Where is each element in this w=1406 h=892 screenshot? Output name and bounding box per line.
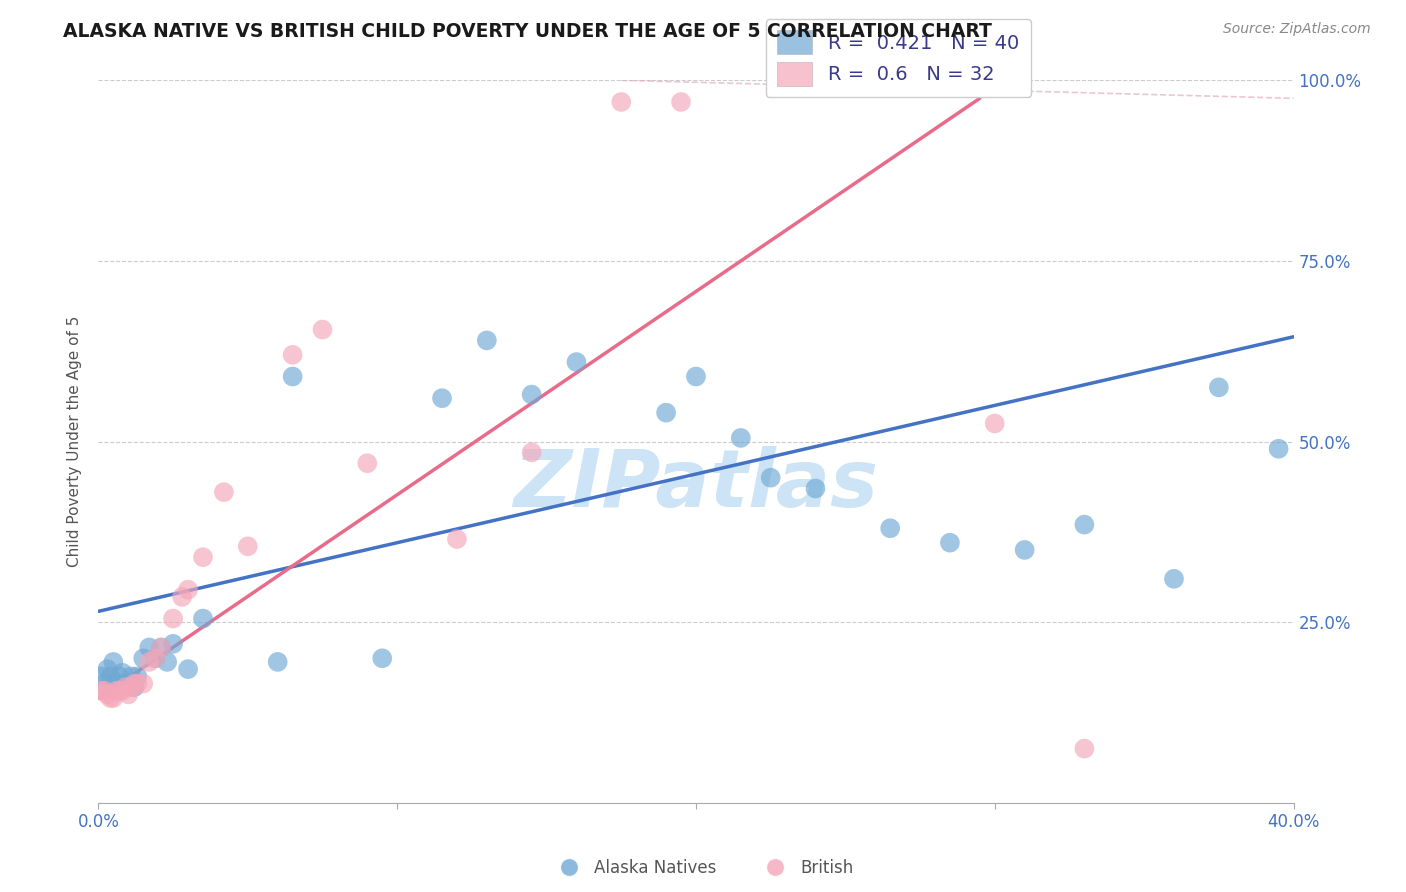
Y-axis label: Child Poverty Under the Age of 5: Child Poverty Under the Age of 5 (67, 316, 83, 567)
Point (520, 387, 543, 401)
Point (162, 611, 184, 625)
Point (111, 665, 134, 680)
Point (127, 676, 149, 690)
Point (103, 655, 125, 669)
Point (1163, 572, 1185, 586)
Point (520, 445, 543, 459)
Point (150, 640, 173, 655)
Point (730, 431, 752, 445)
Point (108, 669, 131, 683)
Point (117, 687, 139, 701)
Point (1073, 517, 1095, 532)
Point (236, 539, 259, 553)
Point (143, 651, 166, 665)
Point (1208, 380, 1230, 394)
Text: ZIPatlas: ZIPatlas (513, 446, 879, 524)
Point (162, 637, 184, 651)
Point (143, 651, 166, 665)
Point (565, 355, 588, 369)
Point (114, 676, 136, 690)
Legend: Alaska Natives, British: Alaska Natives, British (546, 853, 860, 884)
Point (475, 334, 498, 348)
Point (446, 532, 468, 546)
Point (430, 391, 453, 405)
Point (655, 406, 678, 420)
Point (212, 485, 235, 500)
Point (610, 95, 633, 109)
Point (127, 669, 149, 683)
Point (124, 676, 146, 690)
Point (120, 680, 142, 694)
Point (281, 369, 304, 384)
Point (111, 683, 134, 698)
Point (90, 669, 112, 683)
Point (191, 611, 214, 625)
Point (371, 651, 394, 665)
Point (124, 680, 146, 694)
Point (984, 417, 1007, 431)
Point (1267, 442, 1289, 456)
Point (117, 676, 139, 690)
Point (356, 456, 378, 470)
Point (759, 470, 782, 484)
Point (939, 535, 962, 549)
Point (804, 482, 827, 496)
Point (879, 521, 901, 535)
Point (132, 676, 155, 690)
Point (96, 687, 118, 701)
Point (90, 683, 112, 698)
Point (120, 669, 142, 683)
Point (267, 655, 290, 669)
Point (93, 676, 115, 690)
Point (1014, 542, 1036, 557)
Point (685, 369, 707, 384)
Point (138, 655, 160, 669)
Point (150, 640, 173, 655)
Text: ALASKA NATIVE VS BRITISH CHILD POVERTY UNDER THE AGE OF 5 CORRELATION CHART: ALASKA NATIVE VS BRITISH CHILD POVERTY U… (63, 22, 993, 41)
Point (93, 683, 115, 698)
Point (105, 683, 128, 698)
Point (132, 651, 155, 665)
Point (1073, 741, 1095, 756)
Point (108, 683, 131, 698)
Point (103, 691, 125, 706)
Point (98, 691, 122, 706)
Point (114, 680, 136, 694)
Point (96, 662, 118, 676)
Point (177, 582, 200, 597)
Point (669, 95, 692, 109)
Point (281, 348, 304, 362)
Point (311, 322, 333, 336)
Point (98, 669, 122, 683)
Point (191, 550, 214, 565)
Text: Source: ZipAtlas.com: Source: ZipAtlas.com (1223, 22, 1371, 37)
Point (156, 655, 179, 669)
Point (105, 676, 128, 690)
Point (177, 662, 200, 676)
Point (138, 640, 160, 655)
Point (172, 590, 194, 604)
